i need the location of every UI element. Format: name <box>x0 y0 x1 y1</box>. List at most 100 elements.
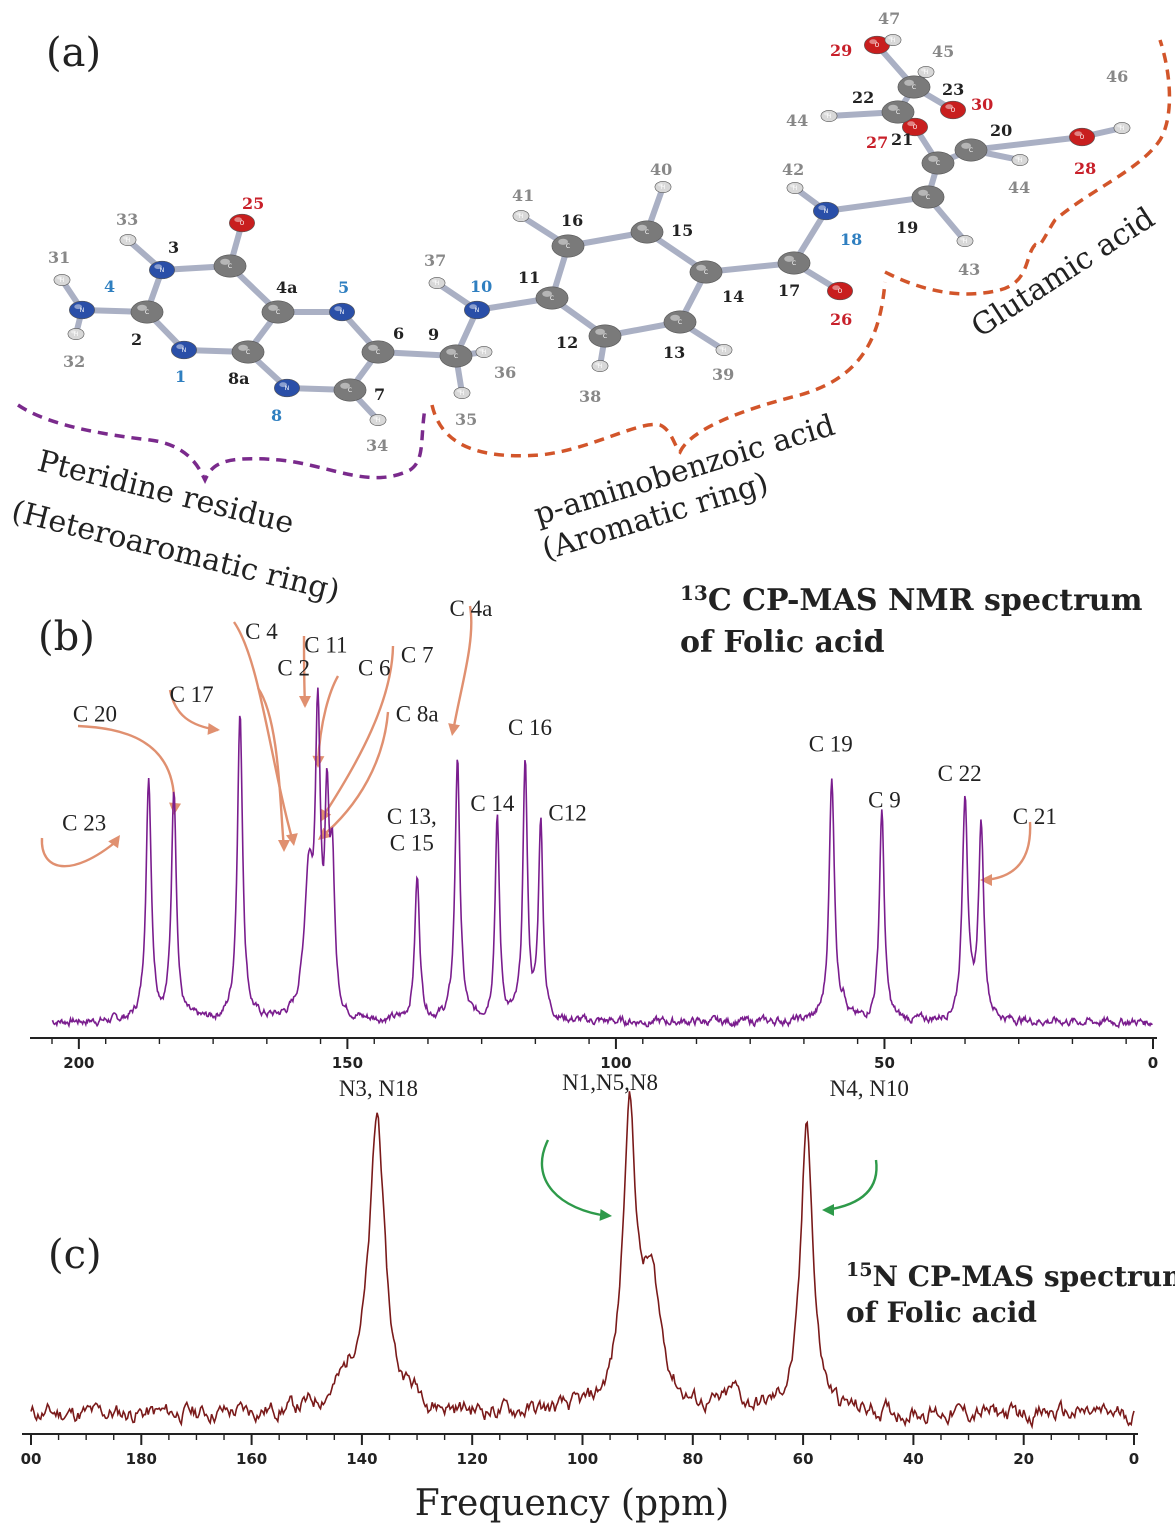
atom-number-43-43: 43 <box>958 260 980 279</box>
atom-symbol-H31: H <box>60 277 65 284</box>
carbon13-tick-label-3: 50 <box>874 1054 895 1072</box>
carbon13-peak-labels: C 23 C 20 C 17 C 4 C 2C 11 C 6 C 7 C 8a C 4a C 16… <box>62 596 1057 855</box>
atom-C17: C <box>777 251 811 275</box>
atom-symbol-C15: C <box>645 229 649 236</box>
atom-sphere-C4 <box>213 254 247 278</box>
atom-C12: C <box>588 324 622 348</box>
atom-symbol-O26: O <box>838 288 843 295</box>
carbon13-peak-label-14: C 15 <box>390 830 434 855</box>
carbon13-x-axis: 200 150 100 50 0 <box>30 1037 1158 1072</box>
atom-highlight-C22 <box>888 104 898 111</box>
x-axis-title: Frequency (ppm) <box>415 1483 729 1523</box>
atom-H38: H <box>591 360 609 372</box>
atom-sphere-C20 <box>954 138 988 162</box>
atom-C15: C <box>630 220 664 244</box>
arrow-c17-head <box>207 722 220 735</box>
atom-H44b: H <box>820 110 838 122</box>
nitrogen15-arrows <box>540 1139 878 1221</box>
atom-highlight-C21 <box>928 155 938 162</box>
atom-N4: N <box>69 300 95 320</box>
nitrogen15-peak-labels: N3, N18 N1,N5,N8 N4, N10 <box>339 1070 909 1101</box>
atom-C6: C <box>361 340 395 364</box>
atom-symbol-H46: H <box>1120 125 1125 132</box>
atom-number-39-39: 39 <box>712 365 734 384</box>
atom-C9: C <box>439 344 473 368</box>
atom-sphere-H36 <box>475 346 493 358</box>
atom-symbol-C22: C <box>896 109 900 116</box>
atom-sphere-N8 <box>274 378 300 398</box>
atom-highlight-H45 <box>921 68 926 72</box>
atom-sphere-C14 <box>689 260 723 284</box>
atom-highlight-C8a <box>238 344 249 351</box>
atom-symbol-C8a: C <box>246 349 250 356</box>
atom-H36: H <box>475 346 493 358</box>
atom-highlight-H40 <box>658 183 663 187</box>
atom-sphere-H38 <box>591 360 609 372</box>
atom-highlight-H37 <box>432 279 437 283</box>
atom-O26: O <box>827 281 853 301</box>
carbon13-peak-label-8: C 8a <box>396 702 439 727</box>
atom-symbol-N1: N <box>182 347 187 354</box>
atom-symbol-C4a: C <box>276 309 280 316</box>
atom-C20: C <box>954 138 988 162</box>
molecule-atoms: N C N C O N C C N N C C C N C C C C C C C O N C C C O O C C O O H H H H H H H H… <box>53 34 1131 426</box>
atom-symbol-N10: N <box>475 307 480 314</box>
atom-symbol-C16: C <box>566 243 570 250</box>
atom-symbol-H37: H <box>435 280 440 287</box>
atom-H37: H <box>428 277 446 289</box>
atom-number-4a-4: 4a <box>276 278 298 297</box>
atom-number-47-48: 47 <box>878 9 900 28</box>
atom-sphere-C4a <box>261 300 295 324</box>
atom-symbol-C6: C <box>376 349 380 356</box>
atom-highlight-O29 <box>869 39 878 45</box>
atom-symbol-H35: H <box>460 390 465 397</box>
atom-number-10-11: 10 <box>470 277 492 296</box>
atom-number-23-24: 23 <box>942 80 964 99</box>
atom-highlight-O28 <box>1074 131 1082 137</box>
arrow-c4a-shaft <box>451 605 473 733</box>
atom-sphere-C13 <box>663 310 697 334</box>
atom-symbol-C21: C <box>936 160 940 167</box>
atom-number-32-32: 32 <box>63 352 85 371</box>
atom-number-16-17: 16 <box>561 211 583 230</box>
nitrogen15-tick-label-10: 0 <box>1129 1450 1139 1468</box>
atom-sphere-H32 <box>67 328 85 340</box>
atom-highlight-N18 <box>818 205 827 211</box>
atom-number-44-45: 44 <box>786 111 808 130</box>
atom-highlight-C20 <box>961 142 971 149</box>
atom-highlight-C4 <box>220 258 231 265</box>
atom-highlight-N3 <box>154 264 162 270</box>
atom-H35: H <box>453 387 471 399</box>
atom-O25: O <box>229 213 255 233</box>
atom-H32: H <box>67 328 85 340</box>
atom-highlight-C6 <box>368 344 378 351</box>
atom-sphere-N18 <box>813 201 839 221</box>
atom-highlight-C15 <box>637 224 647 231</box>
arrow-c23-head <box>108 835 120 849</box>
atom-symbol-C23: C <box>912 84 916 91</box>
atom-symbol-H38: H <box>598 363 603 370</box>
arrow-n410-head <box>822 1204 834 1216</box>
atom-H46: H <box>1113 122 1131 134</box>
bond-C20-O28 <box>968 134 1085 153</box>
atom-H44a: H <box>1011 154 1029 166</box>
atom-highlight-C16 <box>558 238 568 245</box>
atom-number-5-5: 5 <box>338 278 349 297</box>
atom-sphere-H42 <box>786 182 804 194</box>
carbon13-spectrum: 13C CP-MAS NMR spectrum of Folic acid 20… <box>30 581 1158 1072</box>
carbon13-peak-label-13: C 13, <box>387 804 437 829</box>
atom-symbol-H34: H <box>376 417 381 424</box>
atom-sphere-H47 <box>884 34 902 46</box>
atom-number-29-29: 29 <box>830 41 852 60</box>
atom-C4a: C <box>261 300 295 324</box>
arrow-c4a-head <box>448 723 460 736</box>
nitrogen15-title-line2: of Folic acid <box>846 1296 1037 1329</box>
atom-symbol-H44b: H <box>827 113 832 120</box>
atom-C2: C <box>130 300 164 324</box>
arrow-n158-head <box>599 1208 612 1221</box>
atom-highlight-H44b <box>824 112 829 116</box>
atom-number-2-1: 2 <box>131 330 142 349</box>
region-braces <box>17 39 1172 485</box>
atom-number-18-19: 18 <box>840 230 862 249</box>
